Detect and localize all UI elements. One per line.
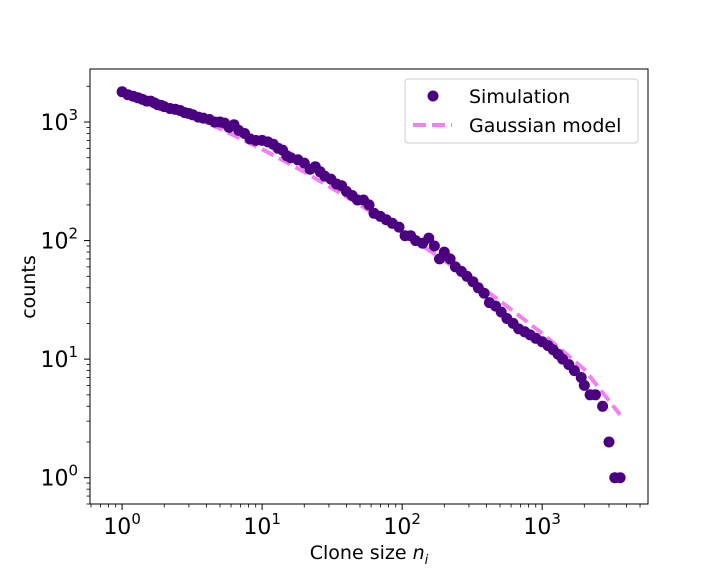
simulation-point (603, 436, 615, 448)
x-tick-label: 100 (103, 510, 141, 540)
y-tick-label: 102 (40, 225, 78, 255)
y-tick-label: 101 (40, 343, 78, 373)
simulation-point (589, 389, 601, 401)
simulation-point (614, 472, 626, 484)
legend: Simulation Gaussian model (404, 78, 639, 144)
simulation-point (478, 287, 490, 299)
legend-simulation-label: Simulation (469, 86, 570, 108)
simulation-point (393, 221, 405, 233)
simulation-points-layer (116, 86, 626, 484)
x-axis-label-symbol: n (413, 542, 425, 564)
x-axis-label: Clone size ni (310, 542, 429, 568)
simulation-point (363, 199, 375, 211)
y-tick-label: 100 (40, 462, 78, 492)
legend-box (404, 78, 639, 144)
x-axis-label-text: Clone size (310, 542, 407, 564)
y-axis-label: counts (18, 255, 40, 319)
x-tick-label: 101 (243, 510, 281, 540)
x-axis-label-subscript: i (425, 553, 429, 568)
simulation-point (597, 400, 609, 412)
simulation-point (428, 240, 440, 252)
legend-gaussian-label: Gaussian model (469, 115, 621, 137)
y-tick-label: 103 (40, 106, 78, 136)
simulation-point (568, 365, 580, 377)
plot-frame (89, 68, 649, 505)
y-axis: 100 101 102 103 (40, 85, 90, 505)
plot-area (89, 68, 649, 505)
x-axis: 100 101 102 103 (90, 504, 641, 540)
x-tick-label: 102 (383, 510, 421, 540)
simulation-point (578, 379, 590, 391)
legend-simulation-marker (427, 90, 439, 102)
simulation-point (444, 253, 456, 265)
simulation-point (423, 232, 435, 244)
x-tick-label: 103 (523, 510, 561, 540)
